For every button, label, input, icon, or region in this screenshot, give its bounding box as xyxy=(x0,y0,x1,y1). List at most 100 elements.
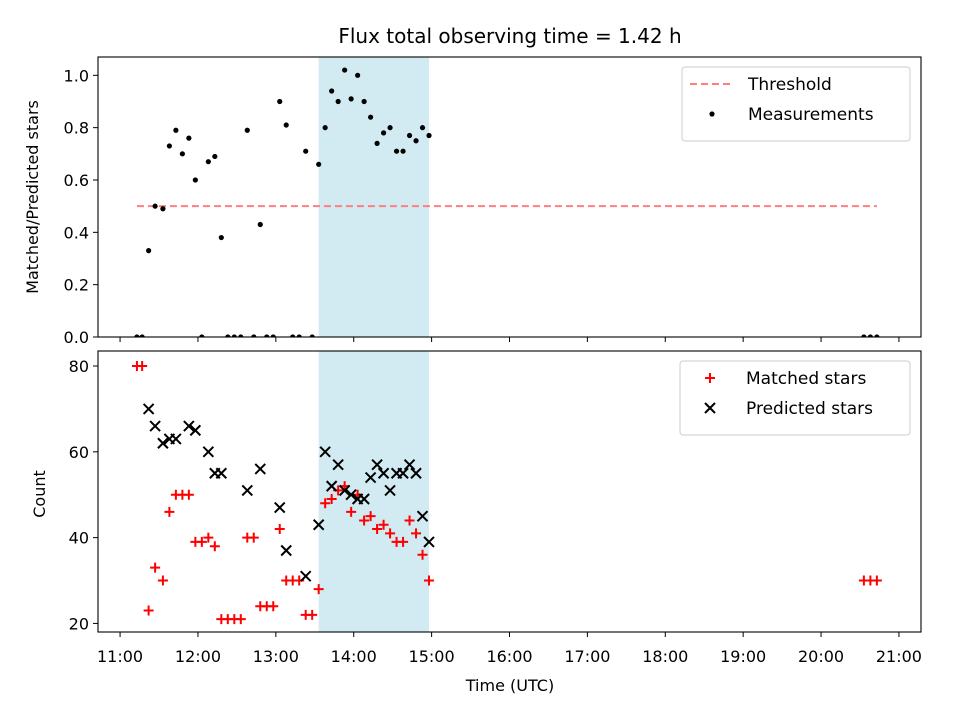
matched-star-point xyxy=(209,541,220,552)
matched-star-point xyxy=(203,532,214,543)
legend-measurement-marker xyxy=(709,111,715,117)
measurement-point xyxy=(296,334,302,337)
plot-area xyxy=(134,67,880,337)
x-tick-label: 11:00 xyxy=(97,647,143,666)
measurement-point xyxy=(218,234,224,241)
x-tick-label: 14:00 xyxy=(331,647,377,666)
plot-area xyxy=(131,361,882,625)
series-matched-stars xyxy=(131,361,882,625)
matched-star-point xyxy=(871,575,882,586)
measurement-point xyxy=(238,334,244,337)
matched-star-point xyxy=(359,515,370,526)
legend-matched-marker xyxy=(705,373,715,383)
predicted-star-point xyxy=(384,484,396,497)
matched-star-point xyxy=(164,506,175,517)
measurement-point xyxy=(393,148,400,154)
y-tick-label: 0.2 xyxy=(64,276,89,295)
matched-star-point xyxy=(411,528,422,539)
observing-window-band xyxy=(318,351,430,632)
predicted-star-point xyxy=(142,403,155,415)
predicted-star-point xyxy=(280,544,292,557)
measurement-point xyxy=(426,132,432,139)
x-tick-label: 21:00 xyxy=(876,647,922,666)
legend-label: Predicted stars xyxy=(746,399,873,419)
matched-star-point xyxy=(326,494,337,505)
x-tick-label: 16:00 xyxy=(486,647,532,666)
matched-star-point xyxy=(196,536,207,547)
measurement-point xyxy=(231,334,237,337)
y-tick-label: 60 xyxy=(69,443,89,462)
legend-box xyxy=(679,360,911,436)
measurement-point xyxy=(387,125,393,131)
measurement-point xyxy=(335,98,341,105)
predicted-star-point xyxy=(241,484,253,497)
y-tick-label: 0.4 xyxy=(64,223,89,242)
predicted-star-point xyxy=(325,480,338,492)
measurement-point xyxy=(867,334,873,337)
measurement-point xyxy=(329,88,335,94)
measurement-point xyxy=(290,334,296,337)
series-measurements xyxy=(134,67,880,337)
matched-star-point xyxy=(365,511,376,522)
predicted-star-point xyxy=(403,458,416,471)
matched-star-point xyxy=(274,524,285,535)
predicted-star-point xyxy=(183,420,195,432)
y-tick-label: 1.0 xyxy=(64,66,89,85)
predicted-star-point xyxy=(358,493,370,505)
measurement-point xyxy=(199,334,205,337)
x-tick-label: 13:00 xyxy=(253,647,299,666)
measurement-point xyxy=(192,177,198,183)
series-predicted-stars xyxy=(142,403,435,582)
x-tick-label: 18:00 xyxy=(642,647,688,666)
measurement-point xyxy=(264,334,270,337)
measurement-point xyxy=(342,67,348,73)
predicted-star-point xyxy=(170,433,182,445)
matched-star-point xyxy=(417,549,428,560)
measurement-point xyxy=(406,132,413,139)
predicted-star-point xyxy=(202,446,215,458)
predicted-star-point xyxy=(157,437,169,449)
measurement-point xyxy=(861,334,867,337)
matched-star-point xyxy=(378,519,389,530)
bottom-ylabel: Count xyxy=(30,470,49,518)
measurement-point xyxy=(205,159,211,165)
predicted-star-point xyxy=(338,484,351,497)
x-tick-label: 17:00 xyxy=(564,647,610,666)
matched-star-point xyxy=(248,532,259,543)
measurement-point xyxy=(380,130,387,136)
matched-star-point xyxy=(404,515,415,526)
measurement-point xyxy=(146,248,152,254)
measurement-point xyxy=(400,148,406,154)
predicted-star-point xyxy=(410,467,422,479)
matched-star-point xyxy=(307,609,318,620)
y-tick-label: 80 xyxy=(69,357,89,376)
matched-star-point xyxy=(346,506,357,517)
measurement-point xyxy=(419,125,426,131)
measurement-point xyxy=(179,151,185,157)
measurement-point xyxy=(368,114,374,120)
measurement-point xyxy=(244,127,250,133)
legend: Threshold Measurements xyxy=(681,66,911,142)
measurement-point xyxy=(166,143,172,149)
legend: Matched stars Predicted stars xyxy=(679,360,911,436)
x-tick-label: 19:00 xyxy=(720,647,766,666)
y-tick-label: 0.0 xyxy=(64,328,89,347)
measurement-point xyxy=(355,72,361,78)
measurement-point xyxy=(374,140,380,146)
measurement-point xyxy=(186,135,192,141)
matched-star-point xyxy=(398,536,409,547)
measurement-point xyxy=(139,334,145,337)
x-axis-label: Time (UTC) xyxy=(465,676,554,695)
legend-label: Measurements xyxy=(748,105,874,125)
predicted-star-point xyxy=(319,446,331,458)
matched-star-point xyxy=(372,524,383,535)
predicted-star-point xyxy=(149,420,161,432)
predicted-star-point xyxy=(215,467,228,479)
predicted-star-point xyxy=(332,458,344,471)
matched-star-point xyxy=(157,575,168,586)
matched-star-point xyxy=(235,614,246,625)
predicted-star-point xyxy=(299,570,312,582)
y-tick-label: 20 xyxy=(69,614,89,633)
predicted-star-point xyxy=(364,471,377,484)
